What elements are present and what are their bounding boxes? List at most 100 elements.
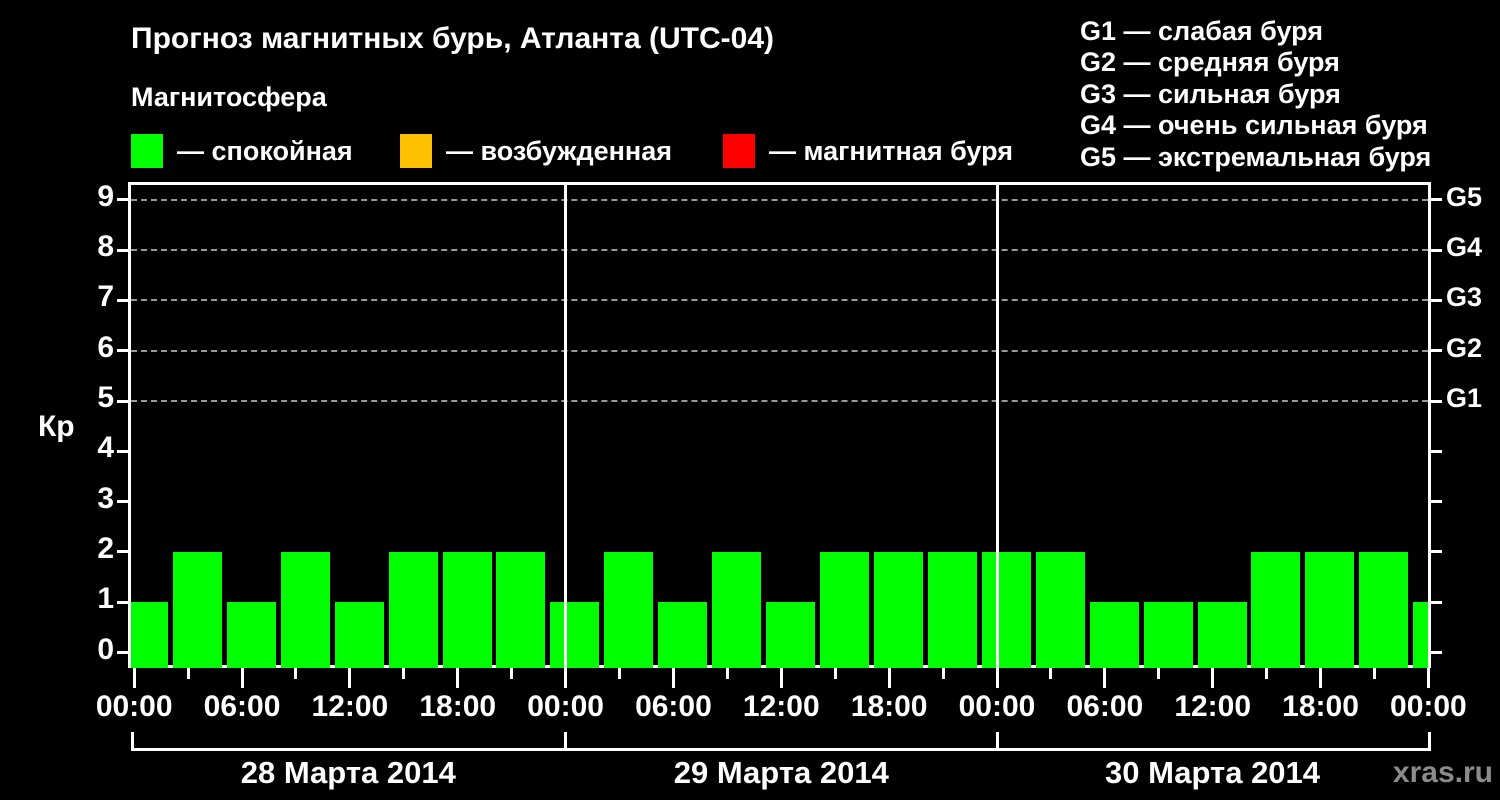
y-tick-label: 4 <box>97 431 114 465</box>
gridline <box>131 349 1428 352</box>
day-label: 30 Марта 2014 <box>1104 755 1321 790</box>
kp-bar <box>1413 602 1428 668</box>
y-tick-label: 1 <box>97 582 114 616</box>
x-major-tick <box>240 668 244 688</box>
gridline <box>131 299 1428 302</box>
g-level-label: G2 <box>1446 332 1483 363</box>
kp-bar <box>873 551 923 668</box>
x-major-tick <box>132 668 136 688</box>
x-major-tick <box>1211 668 1215 688</box>
y-axis-tick <box>117 399 128 403</box>
legend-item: — возбужденная <box>400 134 672 168</box>
legend-swatch <box>131 134 163 168</box>
x-major-tick <box>1103 668 1107 688</box>
y-axis-tick-right <box>1431 349 1442 353</box>
y-axis-tick-right <box>1431 248 1442 252</box>
storm-scale-legend-line: G2 — средняя буря <box>1080 47 1340 78</box>
day-band-line <box>131 748 1431 751</box>
time-tick-label: 00:00 <box>958 690 1036 723</box>
kp-bar <box>550 602 600 668</box>
x-major-tick <box>887 668 891 688</box>
day-band-tick <box>564 732 568 751</box>
time-tick-label: 00:00 <box>527 690 604 723</box>
legend-label: — спокойная <box>177 135 353 166</box>
kp-bar <box>442 551 492 668</box>
y-axis-tick <box>117 600 128 604</box>
x-major-tick <box>564 668 568 688</box>
kp-bar <box>1089 602 1139 668</box>
kp-bar <box>496 551 546 668</box>
kp-bar <box>1197 602 1247 668</box>
legend-swatch <box>723 134 755 168</box>
day-boundary-line <box>564 182 568 668</box>
x-minor-tick <box>510 668 514 679</box>
y-axis-tick-right <box>1431 550 1442 554</box>
y-axis-tick <box>117 298 128 302</box>
storm-scale-legend-line: G1 — слабая буря <box>1080 16 1324 46</box>
legend-swatch <box>400 134 432 168</box>
x-major-tick <box>995 668 999 688</box>
time-tick-label: 00:00 <box>95 690 173 723</box>
y-axis-tick <box>117 550 128 554</box>
y-tick-label: 0 <box>97 632 114 666</box>
y-tick-label: 7 <box>97 280 114 314</box>
x-major-tick <box>348 668 352 688</box>
g-level-label: G5 <box>1446 181 1483 212</box>
kp-bar <box>1305 551 1355 668</box>
kp-bar <box>604 551 654 668</box>
y-axis-label: Кр <box>38 410 75 443</box>
kp-bar <box>820 551 870 668</box>
y-tick-label: 6 <box>97 330 114 364</box>
g-level-label: G3 <box>1446 282 1483 313</box>
y-axis-tick <box>117 500 128 504</box>
gridline <box>131 400 1428 402</box>
storm-scale-legend: G1 — слабая буря G2 — средняя буря G3 — си… <box>1080 16 1431 173</box>
kp-bar <box>766 602 816 668</box>
y-axis-tick-right <box>1431 449 1442 453</box>
storm-scale-legend-line: G5 — экстремальная буря <box>1080 141 1432 172</box>
y-axis-tick-right <box>1431 600 1442 604</box>
day-boundary-line <box>995 182 999 668</box>
y-axis-tick-right <box>1431 298 1442 302</box>
y-axis-tick <box>117 248 128 252</box>
kp-bar <box>388 551 438 668</box>
legend-item: — магнитная буря <box>723 134 1013 168</box>
y-axis-tick-right <box>1431 651 1442 654</box>
x-minor-tick <box>1049 668 1053 679</box>
x-major-tick <box>1426 668 1430 688</box>
gridline <box>131 198 1428 201</box>
chart-subtitle: Магнитосфера <box>131 82 327 112</box>
storm-scale-legend-line: G3 — сильная буря <box>1080 78 1341 109</box>
y-tick-label: 3 <box>97 481 114 515</box>
y-axis-tick <box>117 449 128 453</box>
time-tick-label: 00:00 <box>1390 690 1467 723</box>
day-band-tick <box>131 732 134 751</box>
x-minor-tick <box>833 668 837 679</box>
y-axis-tick <box>117 651 128 654</box>
kp-bar <box>1035 551 1085 668</box>
y-tick-label: 5 <box>97 381 114 414</box>
legend-label: — магнитная буря <box>769 135 1013 166</box>
kp-bar <box>927 551 977 668</box>
y-axis-tick-right <box>1431 399 1442 403</box>
g-level-label: G4 <box>1446 232 1483 263</box>
kp-bar <box>280 551 330 668</box>
kp-bar <box>1143 602 1193 668</box>
y-axis-tick <box>117 198 128 202</box>
x-minor-tick <box>1372 668 1376 679</box>
x-minor-tick <box>186 668 190 679</box>
day-label: 28 Марта 2014 <box>240 755 456 790</box>
kp-bar <box>131 602 168 668</box>
day-band-tick <box>1428 732 1431 751</box>
kp-bar <box>981 551 1031 668</box>
x-minor-tick <box>1265 668 1269 679</box>
x-major-tick <box>1319 668 1323 688</box>
x-minor-tick <box>402 668 406 679</box>
y-tick-label: 8 <box>97 230 114 264</box>
time-tick-label: 12:00 <box>1174 690 1252 723</box>
time-tick-label: 18:00 <box>1282 690 1359 723</box>
time-tick-label: 06:00 <box>1066 690 1144 723</box>
day-band-tick <box>995 732 999 751</box>
x-minor-tick <box>725 668 729 679</box>
day-label: 29 Марта 2014 <box>673 755 889 790</box>
